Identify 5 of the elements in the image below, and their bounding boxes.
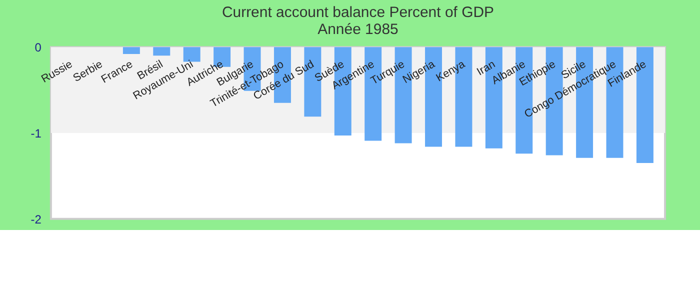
text: Current account balance Percent of GDP — [222, 4, 494, 22]
y-tick-label: -2 — [30, 212, 42, 226]
y-tick-label: -1 — [30, 126, 42, 140]
text: Année 1985 — [318, 21, 398, 38]
y-tick-label: 0 — [34, 40, 42, 55]
